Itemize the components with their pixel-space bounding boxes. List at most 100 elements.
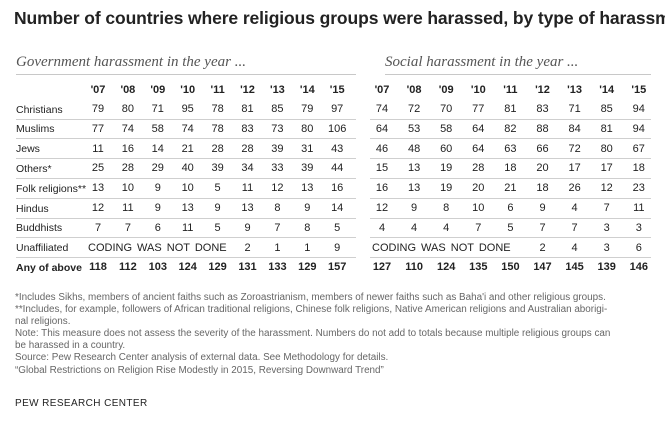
row-label: Muslims: [16, 123, 55, 136]
government-year-header: '09: [150, 84, 166, 96]
government-cell: 80: [121, 103, 135, 115]
social-row-divider: [370, 197, 651, 199]
government-cell: 43: [331, 142, 344, 155]
government-cell: 40: [181, 162, 194, 175]
social-cell: 15: [375, 162, 389, 175]
footnote-line: nal religions.: [15, 316, 71, 328]
social-cell: 94: [632, 103, 645, 115]
social-cell: 18: [536, 182, 549, 195]
government-cell: 12: [271, 182, 284, 195]
social-row-divider: [370, 118, 651, 120]
government-row-divider: [16, 158, 356, 160]
government-cell: 58: [151, 122, 164, 135]
government-cell: 85: [271, 103, 284, 115]
government-cell: 95: [181, 103, 194, 115]
social-cell: 84: [568, 122, 581, 135]
government-cell: 29: [151, 162, 164, 175]
government-cell: 6: [154, 221, 161, 234]
social-year-header: '12: [535, 84, 550, 96]
social-cell: 7: [603, 202, 610, 214]
government-cell: 13: [241, 202, 254, 214]
government-cell: 11: [122, 202, 134, 214]
government-cell: 16: [331, 182, 344, 195]
government-year-header: '14: [299, 84, 315, 96]
government-cell: 97: [331, 103, 344, 115]
social-cell: 26: [568, 182, 581, 195]
government-title-rule: [16, 74, 356, 75]
social-cell: 23: [632, 182, 645, 195]
footnote-line: be harassed in a country.: [15, 340, 126, 352]
row-label: Folk religions**: [16, 182, 87, 195]
social-cell: 85: [600, 103, 613, 115]
government-cell: 7: [94, 221, 102, 234]
government-row-divider: [16, 118, 356, 120]
social-cell: 10: [472, 202, 485, 214]
government-cell: 106: [328, 122, 347, 135]
government-year-header: '11: [210, 84, 225, 96]
government-cell: 9: [244, 221, 251, 234]
social-cell: 7: [475, 221, 482, 234]
government-cell: 5: [334, 221, 341, 234]
social-cell: 17: [568, 162, 581, 175]
government-cell: 39: [271, 142, 284, 155]
government-cell: 13: [301, 182, 314, 195]
government-cell: 25: [91, 162, 105, 175]
social-year-header: '14: [599, 84, 615, 96]
government-cell: 9: [304, 202, 311, 214]
government-cell: 7: [124, 221, 131, 234]
social-year-header: '10: [470, 84, 486, 96]
government-cell: 10: [121, 182, 135, 195]
social-year-header: '15: [631, 84, 647, 96]
government-cell: 9: [154, 202, 161, 214]
government-year-header: '15: [329, 84, 345, 96]
government-cell: 21: [181, 142, 194, 155]
social-cell: 20: [472, 182, 485, 195]
social-cell: 147: [533, 261, 552, 274]
government-cell: 39: [301, 162, 314, 175]
government-year-header: '07: [90, 84, 106, 96]
row-label: Buddhists: [16, 222, 63, 235]
social-cell: 21: [504, 182, 517, 195]
social-cell: 146: [629, 261, 648, 274]
government-row-divider: [16, 138, 356, 140]
social-cell: 81: [504, 103, 517, 115]
social-cell: 8: [443, 202, 450, 214]
government-row-divider: [16, 237, 356, 239]
government-cell: 13: [91, 182, 105, 195]
row-label: Hindus: [16, 202, 49, 215]
social-row-divider: [370, 217, 651, 219]
government-cell: 129: [298, 261, 317, 274]
social-cell: 48: [407, 142, 421, 155]
government-row-divider: [16, 217, 356, 219]
social-year-header: '13: [567, 84, 583, 96]
social-cell: 6: [635, 241, 642, 254]
social-cell: 63: [504, 142, 517, 155]
social-row-divider: [370, 138, 651, 140]
social-cell: 74: [375, 103, 389, 115]
government-cell: 12: [91, 202, 105, 214]
government-cell: 129: [208, 261, 227, 274]
government-cell: 16: [121, 142, 135, 155]
social-cell: 124: [437, 261, 456, 274]
social-cell: 28: [472, 162, 485, 175]
government-cell: 112: [119, 261, 137, 274]
social-cell: 110: [405, 261, 423, 274]
government-cell: 74: [181, 122, 194, 135]
social-cell: 13: [407, 182, 421, 195]
government-year-header: '08: [120, 84, 136, 96]
government-coding-not-done: CODING WAS NOT DONE: [88, 241, 227, 254]
government-cell: 44: [331, 162, 344, 175]
social-cell: 46: [375, 142, 389, 155]
social-cell: 83: [536, 103, 549, 115]
footnote-line: Source: Pew Research Center analysis of …: [15, 352, 389, 364]
social-row-divider: [370, 158, 651, 160]
footnotes: *Includes Sikhs, members of ancient fait…: [15, 292, 655, 377]
government-cell: 74: [121, 122, 135, 135]
government-cell: 9: [154, 182, 161, 195]
social-cell: 80: [600, 142, 613, 155]
row-label: Unaffiliated: [16, 242, 69, 255]
social-cell: 66: [536, 142, 549, 155]
government-cell: 131: [238, 261, 257, 274]
social-cell: 3: [603, 221, 610, 234]
government-cell: 1: [274, 241, 281, 254]
